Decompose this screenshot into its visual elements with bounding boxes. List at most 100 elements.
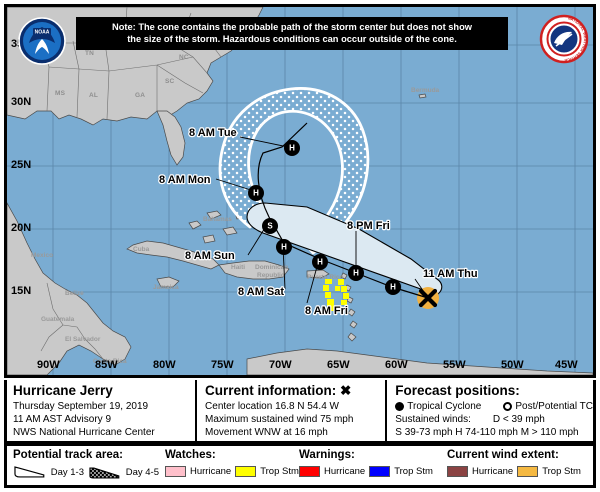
map-container[interactable]: KY VA TN NC SC MS AL GA WV Mexico Bel <box>4 4 596 378</box>
track-label-8pm-fri: 8 PM Fri <box>347 220 390 232</box>
forecast-symbol-row: Tropical Cyclone Post/Potential TC <box>395 400 593 413</box>
storm-agency: NWS National Hurricane Center <box>13 427 155 439</box>
track-label-8am-sun: 8 AM Sun <box>185 250 235 262</box>
track-point-8am-fri: H <box>348 265 364 281</box>
landmass-central-america <box>7 202 132 375</box>
svg-text:SC: SC <box>165 78 175 85</box>
svg-text:H: H <box>289 144 295 153</box>
depression-threshold: D < 39 mph <box>492 413 545 425</box>
warning-trop-stm-swatch <box>369 465 391 477</box>
track-point-8am-sat: H <box>276 239 292 255</box>
svg-text:H: H <box>317 258 323 267</box>
cone-day-4-5-icon <box>89 467 120 479</box>
svg-text:El Salvador: El Salvador <box>65 336 101 343</box>
nws-logo: NATIONAL WEATHER SERVICE <box>539 14 589 64</box>
svg-text:H: H <box>281 243 287 252</box>
svg-text:NOAA: NOAA <box>35 30 50 36</box>
svg-text:S: S <box>267 222 273 231</box>
lon-label-80w: 80W <box>153 359 176 371</box>
lon-label-50w: 50W <box>501 359 524 371</box>
watch-trop-stm-label: Trop Stm <box>260 465 299 477</box>
track-label-8am-mon: 8 AM Mon <box>159 174 211 186</box>
sustained-winds-label: Sustained winds: <box>395 413 471 425</box>
current-position-marker <box>418 288 438 308</box>
lat-label-15n: 15N <box>11 285 32 297</box>
sustained-winds-row: Sustained winds: D < 39 mph <box>395 413 593 426</box>
map-canvas[interactable]: KY VA TN NC SC MS AL GA WV Mexico Bel <box>7 7 593 375</box>
forecast-positions-title: Forecast positions: <box>395 383 520 398</box>
lon-label-55w: 55W <box>443 359 466 371</box>
watches-legend: Watches: Hurricane Trop Stm <box>159 446 299 477</box>
legend-panel: Potential track area: Day 1-3 <box>4 444 596 488</box>
storm-info-column: Hurricane Jerry Thursday September 19, 2… <box>7 380 195 441</box>
svg-text:Mexico: Mexico <box>31 252 53 259</box>
wind-scale-legend: S 39-73 mph H 74-110 mph M > 110 mph <box>395 426 579 438</box>
current-information-column: Current information: ✖ Center location 1… <box>195 380 385 441</box>
watch-hurricane-label: Hurricane <box>190 465 232 477</box>
wind-hurricane-label: Hurricane <box>472 465 514 477</box>
warning-hurricane-swatch <box>299 465 320 477</box>
current-movement: Movement WNW at 16 mph <box>205 427 328 439</box>
wind-trop-stm-label: Trop Stm <box>542 465 581 477</box>
day-1-3-label: Day 1-3 <box>50 466 84 478</box>
track-point-intermediate: H <box>385 279 401 295</box>
lon-label-75w: 75W <box>211 359 234 371</box>
warnings-title: Warnings: <box>299 449 355 461</box>
wind-trop-stm-swatch <box>517 465 539 477</box>
svg-text:Costa Rica: Costa Rica <box>93 358 127 365</box>
lat-label-30n: 30N <box>11 96 32 108</box>
svg-text:Haiti: Haiti <box>231 264 245 271</box>
wind-extent-title: Current wind extent: <box>447 449 559 461</box>
svg-text:MS: MS <box>55 90 66 97</box>
svg-text:Republic: Republic <box>257 272 285 279</box>
tropical-storm-watch-markers <box>323 279 349 311</box>
track-point-8pm-fri: H <box>312 254 328 270</box>
potential-track-area-legend: Potential track area: Day 1-3 <box>7 446 159 479</box>
current-position-symbol-icon: ✖ <box>340 383 352 398</box>
svg-text:NC: NC <box>179 54 189 61</box>
current-info-label: Current information: <box>205 383 337 398</box>
svg-text:Cuba: Cuba <box>133 246 150 253</box>
watches-title: Watches: <box>165 449 216 461</box>
track-label-8am-tue: 8 AM Tue <box>189 127 237 139</box>
warnings-swatches: Hurricane Trop Stm <box>299 465 441 477</box>
note-line-2: the size of the storm. Hazardous conditi… <box>127 34 457 45</box>
track-label-11am-thu: 11 AM Thu <box>423 268 478 280</box>
svg-text:H: H <box>353 269 359 278</box>
warnings-legend: Warnings: Hurricane Trop Stm <box>293 446 441 477</box>
svg-text:Bermuda: Bermuda <box>411 87 440 94</box>
svg-text:Belize: Belize <box>65 290 84 297</box>
current-center-location: Center location 16.8 N 54.4 W <box>205 400 339 412</box>
tropical-cyclone-icon <box>395 401 405 411</box>
lat-label-25n: 25N <box>11 159 32 171</box>
noaa-logo: NOAA <box>18 17 66 65</box>
svg-text:AL: AL <box>89 92 98 99</box>
svg-text:TN: TN <box>85 50 94 57</box>
watches-swatches: Hurricane Trop Stm <box>165 465 299 477</box>
lon-label-70w: 70W <box>269 359 292 371</box>
lon-label-60w: 60W <box>385 359 408 371</box>
lon-label-90w: 90W <box>37 359 60 371</box>
cone-disclaimer-note: Note: The cone contains the probable pat… <box>76 17 508 50</box>
svg-text:Guatemala: Guatemala <box>41 316 75 323</box>
svg-text:Puerto Rico: Puerto Rico <box>307 274 344 281</box>
post-potential-tc-icon <box>503 401 513 411</box>
warning-hurricane-label: Hurricane <box>324 465 366 477</box>
note-line-1: Note: The cone contains the probable pat… <box>111 22 473 32</box>
lon-label-45w: 45W <box>555 359 578 371</box>
lat-label-20n: 20N <box>11 222 32 234</box>
potential-track-area-title: Potential track area: <box>13 449 123 461</box>
track-label-8am-fri: 8 AM Fri <box>305 305 348 317</box>
storm-date: Thursday September 19, 2019 <box>13 400 149 412</box>
track-label-8am-sat: 8 AM Sat <box>238 286 284 298</box>
lon-label-85w: 85W <box>95 359 118 371</box>
track-area-swatches: Day 1-3 Day 4-5 <box>13 466 159 479</box>
information-panel: Hurricane Jerry Thursday September 19, 2… <box>4 380 596 444</box>
forecast-position-markers: H H S H H H <box>248 140 438 308</box>
map-vector-layer: KY VA TN NC SC MS AL GA WV Mexico Bel <box>7 7 593 375</box>
warning-trop-stm-label: Trop Stm <box>394 465 433 477</box>
track-point-8am-sun: S <box>262 218 278 234</box>
wind-extent-legend: Current wind extent: Hurricane Trop Stm <box>441 446 593 477</box>
storm-advisory: 11 AM AST Advisory 9 <box>13 413 112 425</box>
